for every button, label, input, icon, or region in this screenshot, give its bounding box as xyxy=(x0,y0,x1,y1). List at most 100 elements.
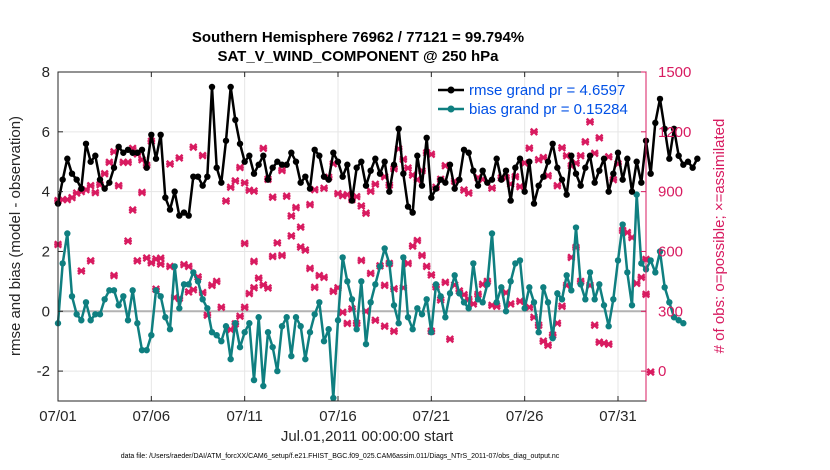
bias-point xyxy=(512,260,519,267)
bias-point xyxy=(227,355,234,363)
obs-marker xyxy=(221,196,231,206)
bias-point xyxy=(386,260,393,267)
obs-marker xyxy=(268,252,277,261)
rmse-point xyxy=(302,173,309,180)
obs-marker xyxy=(464,188,473,198)
bias-point xyxy=(619,221,626,228)
rmse-point xyxy=(292,158,300,165)
bias-point xyxy=(460,299,468,306)
obs-marker xyxy=(581,137,590,146)
obs-marker xyxy=(604,340,613,349)
bias-point xyxy=(64,230,71,237)
bias-point xyxy=(101,296,108,303)
rmse-point xyxy=(208,83,216,91)
y-axis-label: rmse and bias (model - observation) xyxy=(7,116,24,356)
obs-marker xyxy=(637,273,646,282)
bias-point xyxy=(283,314,290,321)
data-file-footer: data file: /Users/raeder/DAI/ATM_forcXX/… xyxy=(121,453,560,460)
rmse-point xyxy=(600,155,608,162)
bias-point xyxy=(129,287,136,294)
rmse-point xyxy=(246,152,253,159)
bias-point xyxy=(208,329,216,336)
obs-marker xyxy=(235,312,245,321)
rmse-point xyxy=(367,167,374,174)
rmse-point xyxy=(582,164,589,171)
rmse-point xyxy=(87,158,94,165)
rmse-point xyxy=(647,170,654,177)
bias-point xyxy=(484,281,491,288)
bias-point xyxy=(470,260,477,267)
rmse-point xyxy=(530,200,538,207)
obs-marker xyxy=(469,299,478,308)
obs-marker xyxy=(240,239,249,248)
obs-marker xyxy=(441,278,450,287)
bias-point xyxy=(353,326,360,333)
bias-point xyxy=(530,299,538,306)
bias-point xyxy=(73,311,80,318)
bias-point xyxy=(278,323,286,330)
bias-point xyxy=(246,320,253,327)
rmse-point xyxy=(474,182,482,189)
bias-point xyxy=(372,281,379,288)
bias-point xyxy=(288,352,295,360)
rmse-point xyxy=(358,158,365,165)
x-tick-label: 07/21 xyxy=(413,408,451,425)
rmse-point xyxy=(344,161,351,168)
obs-marker xyxy=(105,158,114,167)
obs-marker xyxy=(268,193,277,202)
obs-marker xyxy=(543,341,553,350)
bias-point xyxy=(311,311,318,318)
y2-tick-label: 1200 xyxy=(658,124,691,141)
y-tick-label: 4 xyxy=(42,184,50,201)
bias-point xyxy=(488,230,496,237)
legend: rmse grand pr = 4.6597 bias grand pr = 0… xyxy=(438,82,628,118)
rmse-point xyxy=(372,155,379,162)
obs-marker xyxy=(305,200,315,209)
rmse-point xyxy=(404,203,412,210)
y-tick-label: 6 xyxy=(42,124,50,141)
rmse-point xyxy=(260,152,267,159)
rmse-point xyxy=(138,146,146,153)
rmse-point xyxy=(409,209,416,216)
y-axis-ticks: -2 0 2 4 6 8 xyxy=(37,64,63,380)
rmse-line xyxy=(56,85,699,217)
bias-point xyxy=(390,302,398,309)
rmse-point xyxy=(283,161,290,168)
obs-marker xyxy=(259,144,268,153)
bias-point xyxy=(162,314,169,321)
bias-point xyxy=(586,269,594,276)
rmse-point xyxy=(190,173,197,180)
obs-marker xyxy=(515,182,525,191)
rmse-point xyxy=(614,149,622,156)
y2-tick-label: 1500 xyxy=(658,64,691,81)
bias-point xyxy=(442,314,449,321)
bias-point xyxy=(190,269,197,276)
rmse-point xyxy=(619,176,626,183)
rmse-point xyxy=(264,176,272,183)
y-tick-label: 2 xyxy=(42,243,50,260)
rmse-point xyxy=(152,155,160,162)
rmse-point xyxy=(605,188,612,195)
bias-point xyxy=(176,305,183,312)
bias-point xyxy=(106,287,113,294)
bias-point xyxy=(540,284,547,291)
rmse-point xyxy=(437,176,444,183)
rmse-point xyxy=(255,161,262,168)
rmse-point xyxy=(157,131,164,139)
obs-marker xyxy=(366,187,375,196)
obs-marker xyxy=(277,251,287,260)
rmse-point xyxy=(675,152,682,159)
bias-point xyxy=(670,314,678,321)
bias-point xyxy=(554,290,561,297)
obs-marker xyxy=(305,264,315,273)
bias-point xyxy=(577,281,584,288)
obs-marker xyxy=(287,211,296,221)
rmse-point xyxy=(554,164,561,171)
rmse-point xyxy=(134,149,141,156)
obs-marker xyxy=(366,269,375,278)
rmse-point xyxy=(470,167,477,174)
obs-marker xyxy=(240,178,249,187)
obs-marker xyxy=(86,181,95,190)
bias-point xyxy=(479,299,486,306)
obs-marker xyxy=(585,117,595,126)
